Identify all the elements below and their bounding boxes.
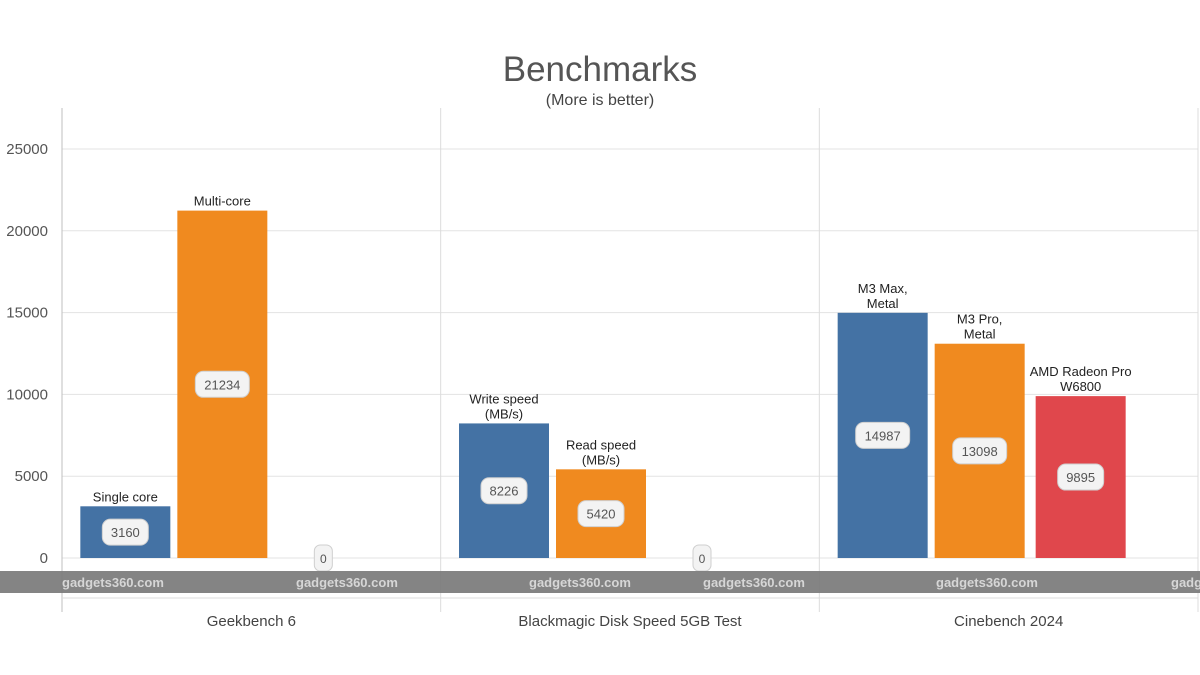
x-category-label: Geekbench 6 xyxy=(207,613,296,630)
watermark-band xyxy=(0,571,1200,593)
y-tick-label: 20000 xyxy=(6,223,48,240)
data-label-box xyxy=(952,437,1008,465)
chart-subtitle: (More is better) xyxy=(545,92,655,109)
data-label: 0 xyxy=(699,552,706,566)
y-tick-label: 15000 xyxy=(6,305,48,322)
data-label-box xyxy=(855,421,911,449)
data-label-box xyxy=(1057,463,1105,491)
data-label-box xyxy=(480,477,528,505)
bar-label: W6800 xyxy=(1060,379,1101,394)
bar-label: Write speed xyxy=(469,391,538,406)
data-label: 13098 xyxy=(962,444,998,459)
bar-label: (MB/s) xyxy=(485,406,523,421)
watermark-text: gadgets360.com xyxy=(703,575,805,590)
data-label: 14987 xyxy=(865,428,901,443)
watermark-text: gadgets360.com xyxy=(62,575,164,590)
watermark-text: gadgets360.com xyxy=(936,575,1038,590)
bar-label: (MB/s) xyxy=(582,452,620,467)
y-tick-label: 5000 xyxy=(15,468,48,485)
bar-label: Metal xyxy=(867,296,899,311)
data-label-box xyxy=(577,500,625,528)
y-tick-label: 25000 xyxy=(6,141,48,158)
y-tick-label: 0 xyxy=(40,550,48,567)
x-category-label: Cinebench 2024 xyxy=(954,613,1063,630)
bar-label: Multi-core xyxy=(194,194,251,209)
data-label: 0 xyxy=(320,552,327,566)
watermark-text: gadgets360.com xyxy=(529,575,631,590)
chart-title: Benchmarks xyxy=(502,50,698,89)
data-label: 5420 xyxy=(587,507,616,522)
data-label-box xyxy=(194,370,250,398)
data-label: 8226 xyxy=(490,484,519,499)
bar-label: Read speed xyxy=(566,437,636,452)
bar-label: Metal xyxy=(964,327,996,342)
y-tick-label: 10000 xyxy=(6,386,48,403)
x-category-label: Blackmagic Disk Speed 5GB Test xyxy=(518,613,742,630)
watermark-text: gadgets360.com xyxy=(296,575,398,590)
bar-label: AMD Radeon Pro xyxy=(1030,364,1132,379)
bar-label: Single core xyxy=(93,489,158,504)
data-label: 9895 xyxy=(1066,470,1095,485)
bar-label: M3 Max, xyxy=(858,281,908,296)
watermark-text: gadgets360.com xyxy=(1171,575,1200,590)
data-label: 21234 xyxy=(204,377,240,392)
data-label: 3160 xyxy=(111,525,140,540)
data-label-box xyxy=(101,518,149,546)
bar-label: M3 Pro, xyxy=(957,312,1003,327)
